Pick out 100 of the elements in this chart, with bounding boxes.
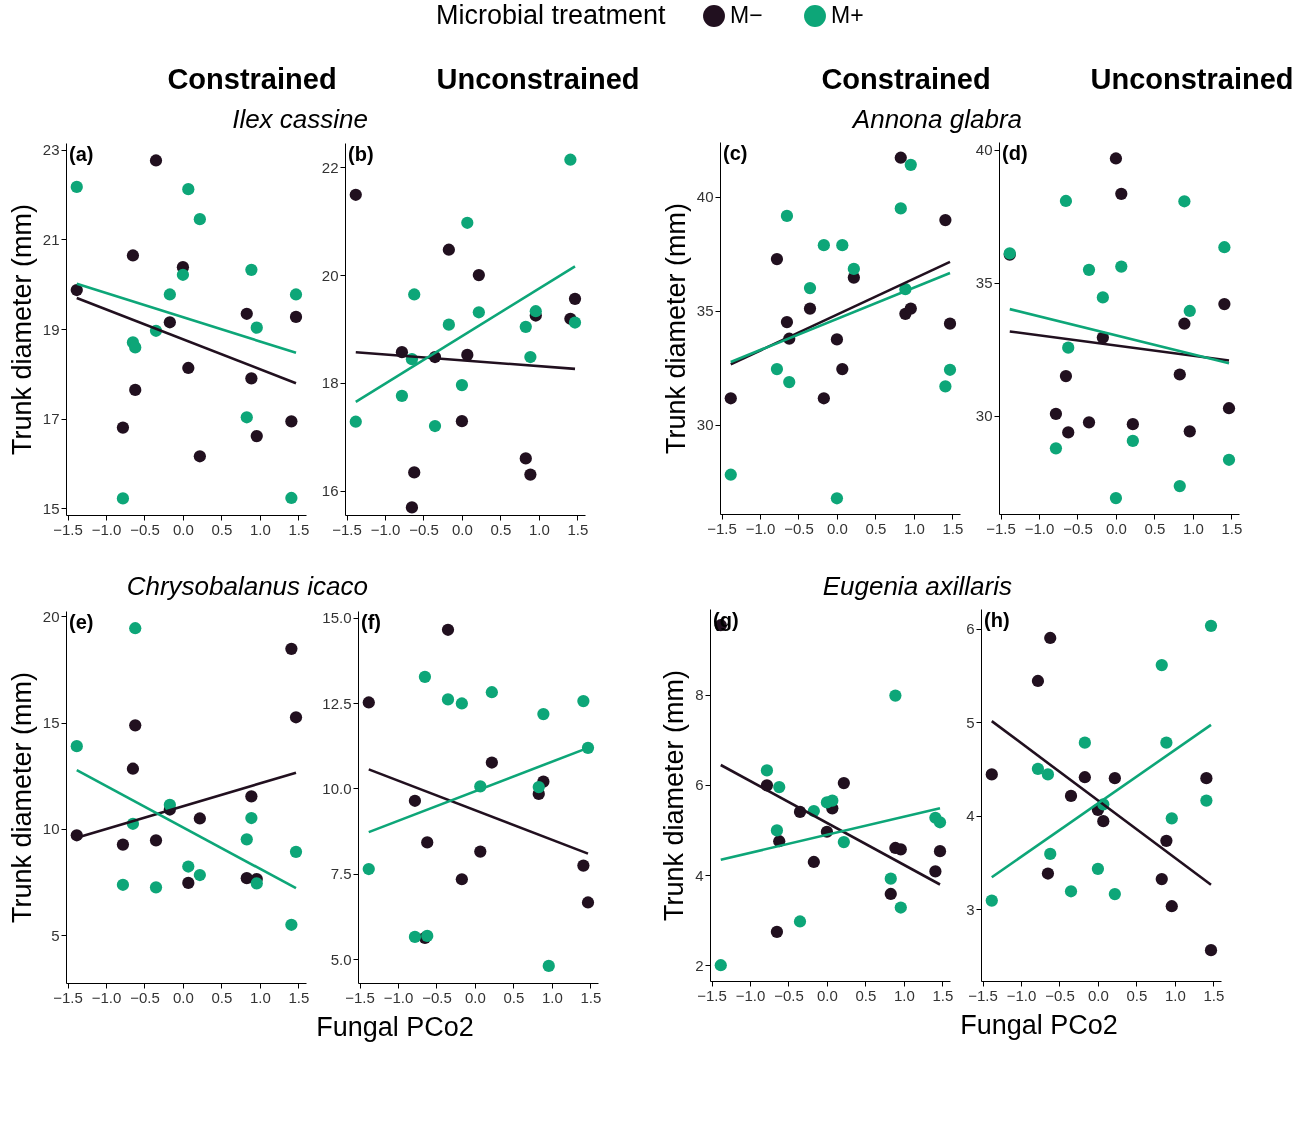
x-tick-label: 0.0	[172, 520, 194, 538]
point	[149, 881, 163, 894]
point	[524, 350, 537, 364]
point	[461, 348, 474, 361]
point	[985, 768, 998, 781]
point	[245, 372, 258, 385]
point	[564, 153, 577, 166]
point	[285, 918, 298, 931]
point	[289, 310, 303, 324]
x-tick-label: −1.5	[53, 988, 83, 1006]
point	[116, 878, 130, 891]
x-tick-label: 0.0	[816, 986, 838, 1004]
y-tick-label: 10	[42, 820, 60, 838]
point	[760, 764, 774, 777]
point	[1108, 887, 1121, 901]
point	[1115, 187, 1128, 200]
point	[836, 239, 849, 252]
y-tick-label: 20	[42, 607, 60, 625]
point	[289, 711, 303, 724]
point	[240, 833, 253, 846]
point	[1091, 862, 1105, 875]
legend-label: M+	[831, 2, 864, 28]
y-tick-label: 6	[966, 620, 975, 638]
point	[1096, 291, 1109, 304]
point	[519, 320, 532, 333]
point	[1064, 789, 1078, 803]
x-tick-label: 0.0	[826, 519, 848, 537]
point	[1222, 453, 1236, 466]
point	[193, 868, 206, 882]
x-tick-label: 0.0	[451, 520, 473, 538]
point	[884, 887, 897, 901]
point	[1218, 297, 1231, 311]
point	[472, 268, 485, 282]
y-axis-title: Trunk diameter (mm)	[6, 671, 37, 924]
y-tick-label: 18	[321, 374, 339, 392]
point	[418, 670, 432, 683]
point	[1059, 194, 1073, 208]
x-tick-label: −0.5	[1063, 519, 1093, 537]
point	[250, 430, 263, 443]
x-tick-label: −1.5	[968, 986, 998, 1004]
point	[830, 492, 844, 505]
point	[1222, 402, 1236, 415]
annotation: (f)	[361, 611, 381, 633]
x-tick-label: 1.0	[249, 988, 271, 1006]
point	[817, 392, 830, 405]
point	[1126, 434, 1139, 448]
chart-title: Unconstrained	[436, 63, 640, 95]
point	[1160, 834, 1173, 847]
point	[1031, 762, 1045, 775]
point	[1059, 369, 1073, 383]
x-tick-label: 1.5	[288, 520, 310, 538]
point	[70, 180, 83, 194]
point	[933, 845, 947, 858]
point	[163, 316, 176, 329]
point	[1108, 772, 1121, 785]
x-tick-label: −1.0	[383, 988, 414, 1006]
point	[461, 216, 474, 229]
point	[1173, 368, 1186, 381]
point	[455, 697, 468, 710]
y-tick-label: 12.5	[322, 694, 352, 712]
y-tick-label: 8	[695, 686, 704, 704]
x-tick-label: 0.5	[1126, 986, 1148, 1004]
y-tick-label: 10.0	[322, 779, 352, 797]
point	[129, 719, 142, 732]
point	[568, 316, 582, 329]
y-tick-label: 7.5	[330, 865, 352, 883]
point	[455, 415, 469, 428]
point	[894, 202, 907, 215]
x-tick-label: 1.5	[942, 519, 964, 537]
x-tick-label: 1.0	[541, 988, 563, 1006]
point	[985, 894, 998, 907]
x-tick-label: 0.5	[503, 988, 525, 1006]
point	[408, 794, 422, 807]
point	[395, 389, 409, 402]
point	[1078, 736, 1091, 749]
x-tick-label: 0.0	[1087, 986, 1109, 1004]
point	[1064, 885, 1078, 898]
point	[408, 930, 422, 944]
x-tick-label: 1.0	[528, 520, 550, 538]
x-tick-label: 1.5	[1203, 986, 1225, 1004]
x-axis-title: Fungal PCo2	[960, 1010, 1118, 1040]
y-axis-title: Trunk diameter (mm)	[660, 202, 691, 455]
point	[240, 872, 253, 885]
point	[1155, 658, 1168, 672]
point	[770, 824, 784, 837]
point	[408, 466, 421, 479]
x-tick-label: −1.5	[53, 520, 83, 538]
x-tick-label: 0.5	[211, 520, 233, 538]
point	[770, 925, 784, 938]
point	[485, 756, 498, 769]
x-tick-label: −1.0	[1006, 986, 1037, 1004]
y-tick-label: 35	[696, 302, 714, 320]
annotation: (b)	[348, 143, 374, 165]
annotation: (e)	[69, 611, 94, 633]
x-tick-label: 0.5	[211, 988, 233, 1006]
point	[441, 693, 455, 706]
point	[537, 707, 550, 721]
x-tick-label: 1.0	[1164, 986, 1186, 1004]
point	[455, 873, 468, 886]
point	[240, 411, 253, 424]
